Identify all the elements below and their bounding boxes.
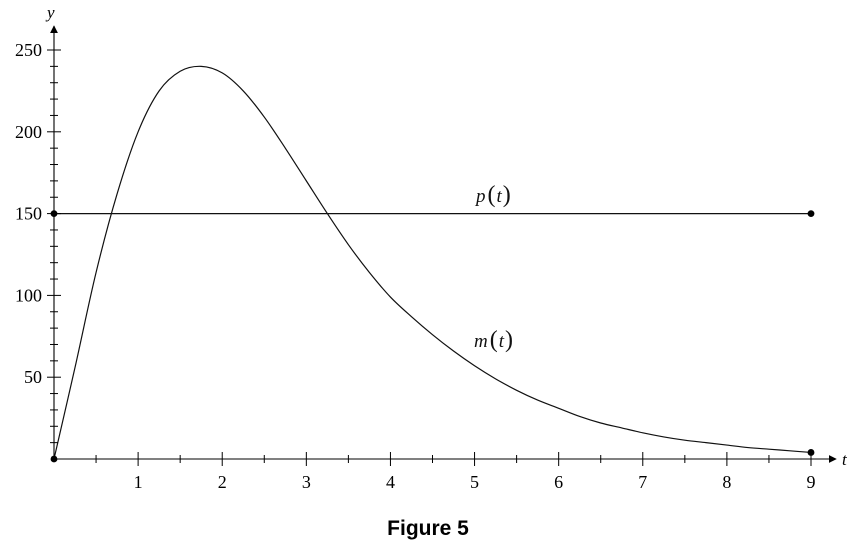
- y-tick-label: 100: [15, 285, 42, 305]
- x-tick-label: 7: [638, 472, 647, 492]
- series-label-m: m(t): [474, 327, 513, 353]
- y-tick-label: 150: [15, 204, 42, 224]
- series-endpoint-p: [807, 210, 815, 218]
- tick-labels: 1 2 3 4 5 6 7 8 9 50 100 150 200 250: [15, 40, 816, 492]
- y-tick-label: 200: [15, 122, 42, 142]
- x-tick-label: 1: [134, 472, 143, 492]
- x-tick-label: 6: [554, 472, 563, 492]
- y-axis-title: y: [45, 3, 55, 22]
- x-axis-title: t: [842, 450, 848, 469]
- figure-caption: Figure 5: [387, 517, 469, 540]
- series-endpoint-m: [50, 455, 58, 463]
- series-endpoint-p: [50, 210, 58, 218]
- series-endpoints: [50, 210, 815, 463]
- x-tick-label: 4: [386, 472, 395, 492]
- axis-ticks: [47, 49, 812, 466]
- y-tick-label: 50: [24, 367, 42, 387]
- x-tick-label: 2: [218, 472, 227, 492]
- x-tick-label: 5: [470, 472, 479, 492]
- x-tick-label: 9: [807, 472, 816, 492]
- y-tick-label: 250: [15, 40, 42, 60]
- series-endpoint-m: [807, 449, 815, 456]
- x-tick-label: 8: [722, 472, 731, 492]
- x-tick-label: 3: [302, 472, 311, 492]
- plot-area: [53, 65, 812, 460]
- series-label-p: p(t): [474, 182, 511, 208]
- series-labels: p(t) m(t): [474, 182, 513, 353]
- series-line-m: [53, 65, 812, 460]
